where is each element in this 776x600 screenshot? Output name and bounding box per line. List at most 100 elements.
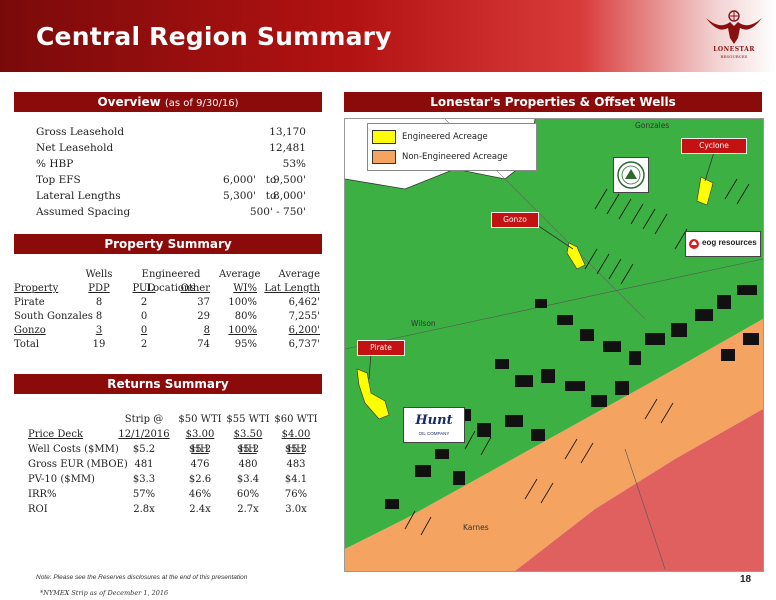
cell-pdp: 8 [95,311,103,322]
table-cell: 2.4x [189,504,211,515]
column-header: WI% [233,283,257,294]
group-header: Average [278,269,320,280]
hunt-subtext: OIL COMPANY [418,431,450,436]
cell-property: Gonzo [14,325,46,336]
column-header: $55 WTI [226,414,270,425]
table-cell: $3.3 [132,474,156,485]
table-cell: 46% [188,489,212,500]
price-deck-cell: $4.00 HH [281,429,311,455]
table-cell: $5.2 [236,444,260,455]
overview-label: % HBP [36,158,74,170]
returns-header-row: Strip @ $50 WTI $55 WTI $60 WTI [28,412,318,427]
cell-wi: 100% [228,325,257,336]
group-header: Average [219,269,261,280]
returns-summary-table: Strip @ $50 WTI $55 WTI $60 WTI Price De… [28,412,318,517]
overview-range-end: 8,000' [273,190,306,202]
column-header: Strip @ [124,414,164,425]
overview-range-from: 6,000' [223,174,256,186]
row-label: Gross EUR (MBOE) [28,459,128,470]
orange-zone [345,319,763,571]
logo-subtitle: RESOURCES [720,54,748,59]
eog-wordmark: eog resources [702,238,757,247]
column-header: PDP [88,283,110,294]
overview-range-to: to [265,174,277,186]
longhorn-icon [706,10,762,44]
cell-pdp: 8 [95,297,103,308]
table-row: Pirate 8 2 37 100% 6,462' [14,296,322,310]
table-cell: $4.1 [284,474,308,485]
cell-pdp: 3 [95,325,103,336]
acreage-map: Engineered Acreage Non-Engineered Acreag… [344,118,764,572]
cell-wi: 95% [234,339,257,350]
table-row: Well Costs ($MM) $5.2 $5.2 $5.2 $5.2 [28,442,318,457]
overview-range-from: 5,300' [223,190,256,202]
table-group-header: Wells Engineered Locations Average Avera… [14,268,322,294]
legend-label: Engineered Acreage [402,132,488,142]
table-row: IRR% 57% 46% 60% 76% [28,487,318,502]
nymex-footnote: *NYMEX Strip as of December 1, 2016 [40,589,169,597]
overview-label: Assumed Spacing [36,206,131,218]
table-cell: 2.7x [237,504,259,515]
column-header: Lat Length [264,283,320,294]
overview-row: % HBP 53% [36,156,306,172]
legend-label: Non-Engineered Acreage [402,152,508,162]
county-label-karnes: Karnes [463,523,489,532]
overview-label: Top EFS [36,174,81,186]
cell-other: 29 [197,311,210,322]
county-label-wilson: Wilson [411,319,436,328]
overview-range-to: to [265,190,277,202]
cell-lat-length: 7,255' [288,311,320,322]
table-cell: 76% [284,489,308,500]
non-engineered-swatch [372,150,396,164]
cell-property: Total [14,339,40,350]
cell-property: Pirate [14,297,45,308]
column-header: PUD [132,283,156,294]
eog-mark-icon [689,239,699,249]
table-cell: 57% [132,489,156,500]
seal-icon [617,161,645,189]
overview-value: 13,170 [269,126,306,138]
cell-property: South Gonzales [14,311,93,322]
hunt-logo: Hunt OIL COMPANY [403,407,465,443]
price-deck-row: Price Deck 12/1/2016 $3.00 HH $3.50 HH $… [28,427,318,455]
overview-range-row: Lateral Lengths 5,300' to 8,000' [36,188,306,204]
cell-pud: 0 [140,325,148,336]
price-deck-cell: 12/1/2016 [118,429,170,440]
cell-pud: 2 [140,297,148,308]
overview-value: 500' - 750' [249,206,306,218]
price-deck-cell: $3.00 HH [185,429,215,455]
cyclone-acreage [696,176,714,206]
table-cell: $2.6 [188,474,212,485]
cell-lat-length: 6,462' [288,297,320,308]
table-cell: 480 [238,459,258,470]
row-label: PV-10 ($MM) [28,474,95,485]
group-header: Engineered Locations [141,269,201,294]
group-header: Wells [85,269,113,280]
table-header-row: Property PDP PUD Other WI% Lat Length [14,282,322,296]
table-row: Gonzo 3 0 8 100% 6,200' [14,324,322,338]
overview-row: Assumed Spacing 500' - 750' [36,204,306,220]
table-cell: 3.0x [285,504,307,515]
cell-wi: 100% [228,297,257,308]
pirate-callout: Pirate [357,340,405,356]
table-cell: 476 [190,459,210,470]
page-title: Central Region Summary [36,22,392,51]
table-row: ROI 2.8x 2.4x 2.7x 3.0x [28,502,318,517]
map-canvas [345,119,763,571]
row-label: ROI [28,504,48,515]
header-banner: Central Region Summary LONESTAR RESOURCE… [0,0,776,72]
pirate-acreage [356,368,390,420]
overview-label: Net Leasehold [36,142,114,154]
row-label: IRR% [28,489,57,500]
lonestar-logo: LONESTAR RESOURCES [700,8,768,66]
map-legend: Engineered Acreage Non-Engineered Acreag… [367,123,537,171]
table-cell: 2.8x [133,504,155,515]
table-row: South Gonzales 8 0 29 80% 7,255' [14,310,322,324]
overview-row: Gross Leasehold 13,170 [36,124,306,140]
table-row: Gross EUR (MBOE) 481 476 480 483 [28,457,318,472]
column-header: Other [180,283,210,294]
column-header: Property [14,283,59,294]
cell-lat-length: 6,737' [288,339,320,350]
overview-value: 12,481 [269,142,306,154]
cell-pdp: 19 [92,339,106,350]
